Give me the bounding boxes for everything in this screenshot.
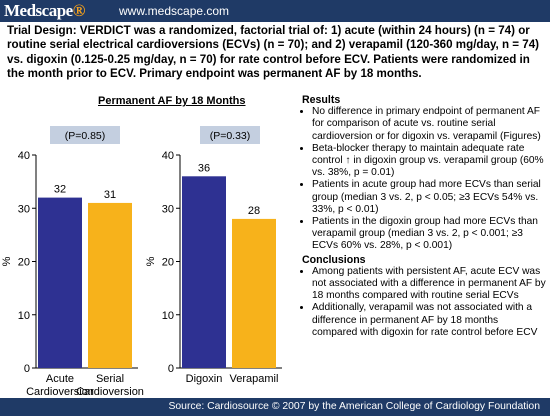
conclusions-list: Among patients with persistent AF, acute… [302, 266, 546, 339]
bar-value-label: 28 [248, 205, 260, 217]
results-heading: Results [302, 94, 341, 106]
x-tick-label: Cardioversion [26, 386, 94, 398]
bar [88, 202, 132, 368]
footer-bar: Source: Cardiosource © 2007 by the Ameri… [0, 398, 550, 416]
bar-value-label: 36 [198, 162, 210, 174]
results-item: Patients in the digoxin group had more E… [312, 216, 546, 253]
pvalue-label: (P=0.85) [65, 130, 106, 142]
conclusions-item: Additionally, verapamil was not associat… [312, 302, 546, 339]
x-tick-label: Verapamil [230, 373, 279, 385]
trial-design-text: Trial Design: VERDICT was a randomized, … [7, 24, 540, 81]
results-list: No difference in primary endpoint of per… [302, 106, 546, 252]
y-axis-label: % [1, 256, 13, 266]
results-item: Beta-blocker therapy to maintain adequat… [312, 143, 546, 180]
bar [38, 197, 82, 368]
pvalue-box [200, 126, 260, 144]
site-url[interactable]: www.medscape.com [119, 4, 230, 18]
x-tick-label: Cardioversion [76, 386, 144, 398]
y-tick-label: 0 [24, 363, 30, 375]
x-tick-label: Digoxin [186, 373, 223, 385]
conclusions-heading: Conclusions [302, 253, 366, 266]
bar [182, 176, 226, 368]
y-tick-label: 10 [162, 310, 174, 322]
y-tick-label: 40 [162, 150, 174, 162]
y-tick-label: 10 [18, 310, 30, 322]
y-tick-label: 20 [18, 257, 30, 269]
chart-title: Permanent AF by 18 Months [98, 95, 246, 107]
bar-value-label: 32 [54, 184, 66, 196]
y-tick-label: 20 [162, 257, 174, 269]
y-tick-label: 40 [18, 150, 30, 162]
x-tick-label: Serial [96, 373, 124, 385]
y-axis-label: % [145, 256, 157, 266]
y-tick-label: 30 [162, 203, 174, 215]
y-tick-label: 0 [168, 363, 174, 375]
pvalue-label: (P=0.33) [210, 130, 251, 142]
header-bar: Medscape® www.medscape.com [0, 0, 550, 22]
results-item: No difference in primary endpoint of per… [312, 106, 546, 143]
source-credit: Source: Cardiosource © 2007 by the Ameri… [168, 401, 540, 412]
bar [232, 218, 276, 368]
conclusions-item: Among patients with persistent AF, acute… [312, 266, 546, 303]
y-tick-label: 30 [18, 203, 30, 215]
x-tick-label: Acute [46, 373, 74, 385]
results-item: Patients in acute group had more ECVs th… [312, 179, 546, 216]
bar-value-label: 31 [104, 189, 116, 201]
pvalue-box [50, 126, 120, 144]
medscape-logo[interactable]: Medscape® [4, 1, 85, 20]
results-panel: Results No difference in primary endpoin… [302, 94, 546, 339]
